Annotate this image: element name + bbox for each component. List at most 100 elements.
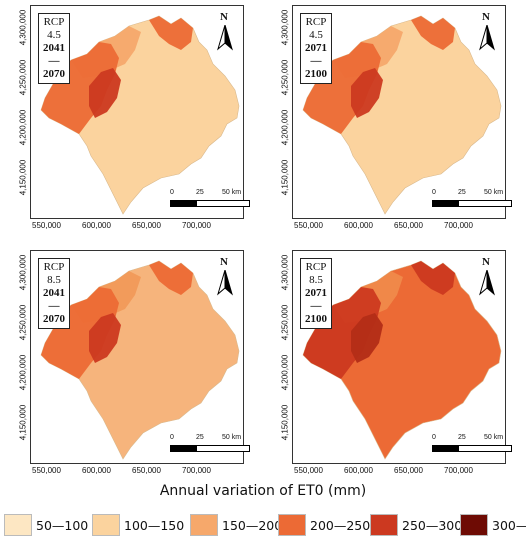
scale-tick: 25 — [196, 434, 204, 441]
y-axis-tick: 4,150,000 — [280, 404, 290, 441]
y-axis-tick: 4,300,000 — [18, 254, 28, 291]
y-axis-tick: 4,200,000 — [280, 354, 290, 391]
scenario-name: RCP 4.5 — [43, 16, 65, 41]
x-axis-tick: 700,000 — [444, 466, 473, 475]
x-axis-tick: 550,000 — [32, 466, 61, 475]
scenario-label: RCP 4.5 2071—2100 — [300, 13, 332, 84]
region-map — [40, 15, 240, 215]
x-axis-tick: 650,000 — [132, 221, 161, 230]
y-axis-tick: 4,200,000 — [18, 109, 28, 146]
x-axis-tick: 600,000 — [344, 221, 373, 230]
period-label: 2041—2070 — [43, 42, 65, 80]
x-axis-tick: 650,000 — [132, 466, 161, 475]
west-zone — [41, 42, 119, 134]
y-axis-tick: 4,300,000 — [280, 9, 290, 46]
scenario-label: RCP 8.5 2071—2100 — [300, 258, 332, 329]
north-arrow-icon: N — [476, 11, 498, 51]
scenario-label: RCP 8.5 2041—2070 — [38, 258, 70, 329]
core-zone — [351, 68, 383, 118]
legend-swatch — [190, 514, 218, 536]
y-axis-tick: 4,200,000 — [280, 109, 290, 146]
x-axis-tick: 600,000 — [344, 466, 373, 475]
north-arrow-icon: N — [214, 256, 236, 296]
legend-label: 100—150 — [124, 517, 185, 533]
y-axis-tick: 4,200,000 — [18, 354, 28, 391]
legend-swatch — [92, 514, 120, 536]
legend-swatch — [370, 514, 398, 536]
y-axis-tick: 4,150,000 — [18, 404, 28, 441]
core-zone — [89, 313, 121, 363]
scenario-name: RCP 8.5 — [305, 261, 327, 286]
x-axis-tick: 700,000 — [182, 466, 211, 475]
x-axis-tick: 550,000 — [32, 221, 61, 230]
north-zone — [149, 16, 193, 50]
legend-swatch — [278, 514, 306, 536]
legend-label: 250—300 — [402, 517, 463, 533]
north-arrow-icon: N — [476, 256, 498, 296]
y-axis-tick: 4,150,000 — [18, 159, 28, 196]
y-axis-tick: 4,250,000 — [280, 59, 290, 96]
y-axis-tick: 4,300,000 — [280, 254, 290, 291]
y-axis-tick: 4,250,000 — [280, 304, 290, 341]
scale-tick: 25 — [196, 189, 204, 196]
scenario-name: RCP 4.5 — [305, 16, 327, 41]
north-zone — [149, 261, 193, 295]
x-axis-tick: 700,000 — [444, 221, 473, 230]
scale-tick: 25 — [458, 189, 466, 196]
north-arrow-icon: N — [214, 11, 236, 51]
x-axis-tick: 600,000 — [82, 466, 111, 475]
y-axis-tick: 4,250,000 — [18, 59, 28, 96]
scenario-name: RCP 8.5 — [43, 261, 65, 286]
scale-tick: 50 km — [222, 434, 242, 441]
north-label: N — [220, 256, 228, 268]
map-frame — [292, 250, 506, 464]
legend-item: 200—250 — [278, 514, 370, 536]
north-zone — [411, 16, 455, 50]
legend-item: 300—350 — [460, 514, 526, 536]
core-zone — [89, 68, 121, 118]
north-label: N — [482, 11, 490, 23]
x-axis-tick: 700,000 — [182, 221, 211, 230]
legend-item: 100—150 — [92, 514, 184, 536]
legend-label: 200—250 — [310, 517, 371, 533]
legend-title: Annual variation of ET0 (mm) — [159, 483, 367, 499]
legend-label: 300—350 — [492, 517, 526, 533]
legend-item: 250—300 — [370, 514, 462, 536]
x-axis-tick: 550,000 — [294, 221, 323, 230]
legend-label: 150—200 — [222, 517, 283, 533]
scale-tick: 50 km — [484, 189, 504, 196]
core-zone — [351, 313, 383, 363]
legend-swatch — [460, 514, 488, 536]
x-axis-tick: 650,000 — [394, 466, 423, 475]
west-zone — [41, 287, 119, 379]
scale-tick: 50 km — [222, 189, 242, 196]
y-axis-tick: 4,250,000 — [18, 304, 28, 341]
scale-tick: 0 — [432, 189, 436, 196]
period-label: 2071—2100 — [305, 42, 327, 80]
x-axis-tick: 550,000 — [294, 466, 323, 475]
legend-item: 150—200 — [190, 514, 282, 536]
legend-swatch — [4, 514, 32, 536]
region-map — [302, 260, 502, 460]
scale-tick: 0 — [170, 189, 174, 196]
legend-label: 50—100 — [36, 517, 89, 533]
scenario-label: RCP 4.5 2041—2070 — [38, 13, 70, 84]
north-zone — [411, 261, 455, 295]
y-axis-tick: 4,150,000 — [280, 159, 290, 196]
period-label: 2071—2100 — [305, 287, 327, 325]
west-zone — [303, 287, 381, 379]
region-map — [40, 260, 240, 460]
west-zone — [303, 42, 381, 134]
legend: 50—100 100—150 150—200 200—250 250—300 300—35… — [0, 514, 526, 538]
legend-item: 50—100 — [4, 514, 88, 536]
scale-tick: 50 km — [484, 434, 504, 441]
x-axis-tick: 600,000 — [82, 221, 111, 230]
x-axis-tick: 650,000 — [394, 221, 423, 230]
period-label: 2041—2070 — [43, 287, 65, 325]
scale-tick: 25 — [458, 434, 466, 441]
north-label: N — [482, 256, 490, 268]
scale-tick: 0 — [432, 434, 436, 441]
y-axis-tick: 4,300,000 — [18, 9, 28, 46]
map-frame — [30, 5, 244, 219]
scale-tick: 0 — [170, 434, 174, 441]
